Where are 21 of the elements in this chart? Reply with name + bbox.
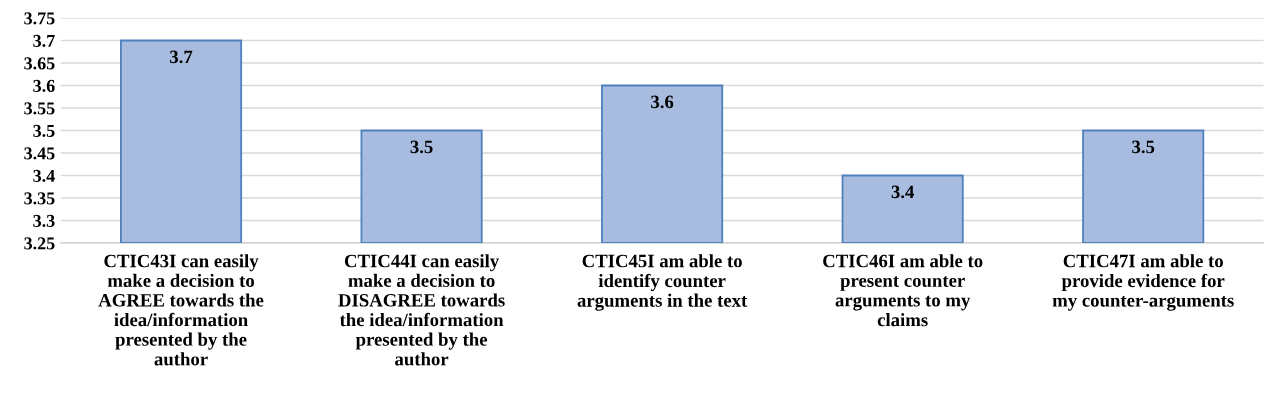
y-tick-label: 3.75 [24, 12, 55, 25]
y-tick-label: 3.45 [24, 147, 55, 160]
data-label: 3.4 [891, 185, 915, 199]
data-label: 3.5 [1132, 140, 1155, 154]
x-tick-label: CTIC45I am able to identify counter arguments in the text [577, 254, 748, 311]
data-label: 3.6 [651, 95, 674, 109]
y-tick-label: 3.65 [24, 57, 55, 70]
data-label: 3.5 [410, 140, 433, 154]
x-tick-label: CTIC47I am able to provide evidence for my counter-arguments [1052, 254, 1234, 311]
y-tick-label: 3.35 [24, 192, 55, 205]
x-tick-label: CTIC43I can easily make a decision to AGREE towards the idea/information presented by the author [98, 254, 264, 366]
y-tick-label: 3.5 [33, 124, 55, 138]
y-tick-label: 3.4 [33, 169, 55, 183]
y-tick-label: 3.7 [33, 34, 55, 48]
data-label: 3.7 [170, 50, 193, 64]
y-tick-label: 3.3 [33, 214, 55, 228]
x-tick-label: CTIC46I am able to present counter arguments to my claims [823, 254, 983, 327]
y-tick-label: 3.25 [24, 237, 55, 250]
y-tick-label: 3.6 [33, 79, 55, 93]
y-tick-label: 3.55 [24, 102, 55, 115]
x-tick-label: CTIC44I can easily make a decision to DISAGREE towards the idea/information presented by the author [338, 254, 505, 366]
